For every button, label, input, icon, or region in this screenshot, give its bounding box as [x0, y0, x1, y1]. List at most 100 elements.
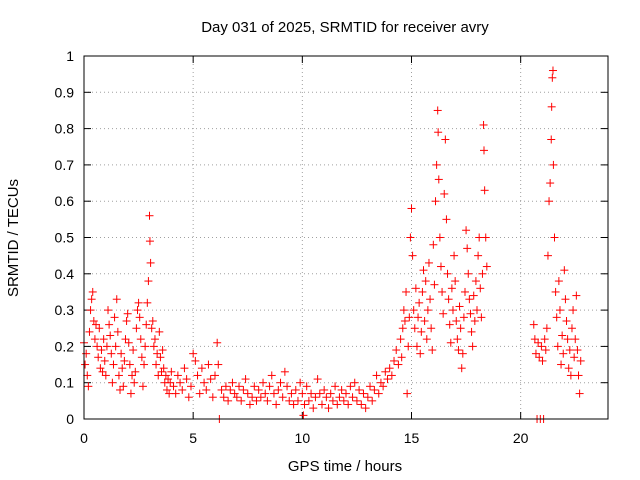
- data-point: [459, 313, 468, 322]
- data-point: [460, 287, 469, 296]
- data-point: [545, 197, 554, 206]
- data-point: [296, 378, 305, 387]
- data-point: [529, 320, 538, 329]
- data-point: [419, 266, 428, 275]
- data-point: [280, 367, 289, 376]
- data-point: [211, 371, 219, 380]
- data-point: [278, 393, 287, 402]
- data-point: [381, 367, 390, 376]
- data-point: [140, 360, 149, 369]
- data-point: [143, 298, 152, 307]
- data-point: [129, 346, 138, 355]
- data-point: [548, 66, 557, 75]
- data-point: [180, 364, 189, 373]
- data-point: [269, 389, 278, 398]
- data-point: [307, 389, 316, 398]
- data-point: [146, 258, 155, 267]
- data-point: [85, 327, 94, 336]
- data-point: [474, 251, 483, 260]
- data-point: [245, 400, 254, 409]
- data-point: [406, 233, 415, 242]
- data-point: [432, 160, 441, 169]
- data-point: [547, 135, 556, 144]
- data-point: [427, 324, 436, 333]
- data-point: [302, 382, 311, 391]
- data-point: [121, 335, 130, 344]
- data-point: [540, 335, 549, 344]
- data-point: [147, 324, 156, 333]
- data-point: [178, 385, 187, 394]
- x-axis-label: GPS time / hours: [288, 458, 402, 475]
- data-point: [106, 331, 115, 340]
- data-point: [123, 309, 132, 318]
- data-point: [97, 346, 106, 355]
- data-point: [311, 393, 320, 402]
- data-point: [409, 306, 418, 315]
- data-point: [95, 324, 104, 333]
- data-point: [265, 382, 274, 391]
- x-tick-label: 20: [513, 430, 529, 446]
- data-point: [422, 335, 431, 344]
- data-point: [562, 316, 571, 325]
- data-point: [113, 327, 122, 336]
- data-point: [256, 393, 265, 402]
- data-point: [405, 313, 414, 322]
- data-point: [259, 378, 268, 387]
- data-point: [473, 306, 481, 315]
- data-point: [426, 295, 435, 304]
- data-point: [352, 396, 361, 405]
- data-point: [576, 356, 585, 365]
- ticks: 00.10.20.30.40.50.60.70.80.910 5 10 15 20: [55, 48, 608, 446]
- data-point: [226, 385, 235, 394]
- data-point: [482, 262, 491, 271]
- data-point: [267, 371, 276, 380]
- data-point: [126, 389, 135, 398]
- data-point: [466, 309, 475, 318]
- data-point: [403, 389, 412, 398]
- data-point: [150, 335, 159, 344]
- data-point: [564, 364, 573, 373]
- data-point: [424, 258, 433, 267]
- data-point: [153, 349, 162, 358]
- data-point: [132, 324, 141, 333]
- data-point: [141, 342, 150, 351]
- x-tick-label: 5: [189, 430, 197, 446]
- data-point: [456, 324, 465, 333]
- data-point: [299, 411, 308, 420]
- data-point: [331, 382, 340, 391]
- data-point: [468, 342, 477, 351]
- data-point: [445, 320, 454, 329]
- data-point: [400, 316, 409, 325]
- y-tick-label: 0.5: [55, 230, 75, 246]
- data-point: [237, 396, 246, 405]
- data-point: [250, 382, 259, 391]
- data-point: [387, 371, 396, 380]
- data-point: [465, 295, 474, 304]
- data-point: [541, 346, 550, 355]
- data-point: [546, 179, 555, 188]
- data-point: [392, 346, 401, 355]
- data-point: [455, 302, 464, 311]
- data-point: [547, 102, 556, 111]
- data-point: [276, 378, 285, 387]
- data-point: [355, 385, 364, 394]
- data-point: [252, 396, 261, 405]
- data-point: [538, 356, 547, 365]
- data-point: [116, 385, 125, 394]
- data-point: [84, 382, 93, 391]
- data-point: [120, 356, 129, 365]
- data-point: [315, 389, 324, 398]
- data-point: [342, 389, 350, 398]
- data-point: [537, 342, 546, 351]
- data-point: [169, 382, 178, 391]
- data-point: [339, 396, 348, 405]
- data-point: [125, 360, 134, 369]
- data-point: [374, 389, 383, 398]
- data-point: [410, 324, 419, 333]
- data-point: [470, 316, 479, 325]
- data-point: [433, 106, 442, 115]
- data-point: [145, 237, 154, 246]
- data-point: [444, 295, 453, 304]
